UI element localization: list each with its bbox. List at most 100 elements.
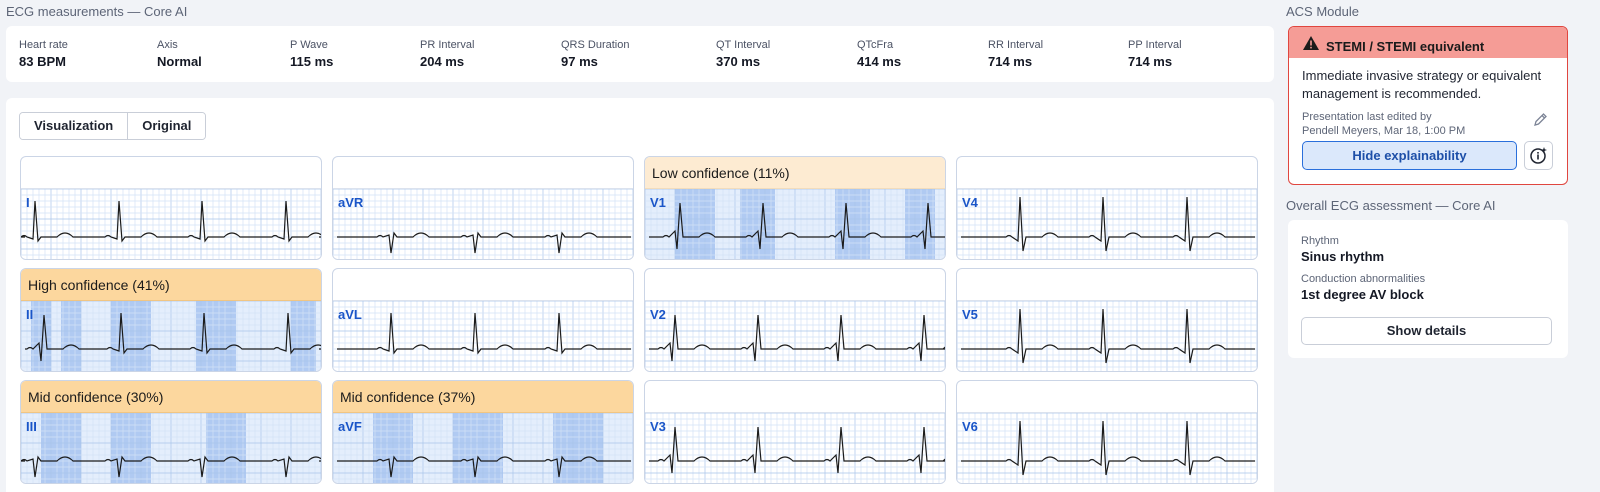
measurement-value: 414 ms	[857, 54, 902, 69]
ecg-trace-svg	[21, 413, 321, 483]
measurement-value: 370 ms	[716, 54, 761, 69]
attention-band	[905, 189, 935, 259]
measurement-pp-interval: PP Interval 714 ms	[1128, 39, 1182, 69]
measurements-title: ECG measurements — Core AI	[6, 4, 188, 19]
ecg-trace-svg	[333, 189, 633, 259]
confidence-header: Mid confidence (30%)	[21, 381, 321, 413]
rhythm-value: Sinus rhythm	[1301, 249, 1385, 264]
measurement-heart-rate: Heart rate 83 BPM	[19, 39, 68, 69]
ecg-trace-svg	[957, 189, 1257, 259]
ecg-trace-svg	[645, 189, 945, 259]
attention-band	[453, 413, 503, 483]
lead-panel-ii: High confidence (41%) II	[20, 268, 322, 372]
lead-label: V4	[962, 195, 978, 210]
measurement-value: 115 ms	[290, 54, 334, 69]
confidence-header	[957, 269, 1257, 301]
warning-triangle-icon	[1303, 35, 1319, 50]
overall-assessment-title: Overall ECG assessment — Core AI	[1286, 198, 1496, 213]
confidence-header	[333, 157, 633, 189]
lead-label: V1	[650, 195, 666, 210]
attention-band	[206, 413, 246, 483]
attention-band	[291, 301, 316, 371]
measurement-label: PR Interval	[420, 39, 475, 51]
acs-module-title: ACS Module	[1286, 4, 1359, 19]
measurement-label: QRS Duration	[561, 39, 630, 51]
ecg-trace-svg	[645, 301, 945, 371]
measurement-value: 714 ms	[988, 54, 1033, 69]
attention-band	[61, 301, 81, 371]
ecg-waveform	[649, 426, 945, 474]
measurement-qrs-duration: QRS Duration 97 ms	[561, 39, 629, 69]
lead-label: V2	[650, 307, 666, 322]
ecg-waveform	[649, 314, 945, 362]
measurement-pr-interval: PR Interval 204 ms	[420, 39, 474, 69]
measurement-label: P Wave	[290, 39, 328, 51]
confidence-header	[333, 269, 633, 301]
lead-panel-avf: Mid confidence (37%) aVF	[332, 380, 634, 484]
edited-info: Presentation last edited by Pendell Meye…	[1302, 110, 1553, 138]
attention-band	[740, 189, 775, 259]
ecg-trace-svg	[21, 189, 321, 259]
confidence-header: Mid confidence (37%)	[333, 381, 633, 413]
measurement-label: Heart rate	[19, 39, 68, 51]
edited-by: Pendell Meyers, Mar 18, 1:00 PM	[1302, 125, 1466, 137]
attention-band	[835, 189, 870, 259]
lead-label: V6	[962, 419, 978, 434]
confidence-header	[957, 157, 1257, 189]
ecg-waveform	[21, 200, 321, 243]
measurement-value: 204 ms	[420, 54, 465, 69]
lead-panel-v3: V3	[644, 380, 946, 484]
ecg-waveform	[21, 455, 321, 478]
info-sparkle-button[interactable]	[1524, 141, 1553, 170]
banner-text: STEMI / STEMI equivalent	[1326, 39, 1485, 54]
measurement-label: PP Interval	[1128, 39, 1182, 51]
ecg-trace-svg	[333, 301, 633, 371]
ecg-trace-svg	[333, 413, 633, 483]
measurement-p-wave: P Wave 115 ms	[290, 39, 333, 69]
lead-panel-v4: V4	[956, 156, 1258, 260]
measurement-label: QT Interval	[716, 39, 771, 51]
confidence-header: Low confidence (11%)	[645, 157, 945, 189]
pencil-icon[interactable]	[1533, 112, 1548, 130]
measurement-value: 97 ms	[561, 54, 598, 69]
measurement-qtcfra: QTcFra 414 ms	[857, 39, 901, 69]
measurement-value: 714 ms	[1128, 54, 1173, 69]
measurement-value: 83 BPM	[19, 54, 66, 69]
ecg-trace-svg	[645, 413, 945, 483]
ecg-waveform	[337, 312, 631, 355]
lead-label: aVR	[338, 195, 364, 210]
ecg-trace-svg	[21, 301, 321, 371]
lead-label: III	[26, 419, 37, 434]
rhythm-label: Rhythm	[1301, 235, 1339, 247]
lead-label: aVF	[338, 419, 362, 434]
ecg-trace-svg	[957, 413, 1257, 483]
ecg-trace-svg	[957, 301, 1257, 371]
lead-panel-v2: V2	[644, 268, 946, 372]
lead-panel-i: I	[20, 156, 322, 260]
show-details-button[interactable]: Show details	[1301, 317, 1552, 345]
lead-label: aVL	[338, 307, 362, 322]
edited-line: Presentation last edited by	[1302, 111, 1432, 123]
visualization-tab[interactable]: Visualization	[20, 113, 128, 139]
ecg-waveform	[961, 308, 1255, 364]
lead-label: V5	[962, 307, 978, 322]
confidence-header	[645, 269, 945, 301]
confidence-header: High confidence (41%)	[21, 269, 321, 301]
confidence-header	[957, 381, 1257, 413]
lead-label: II	[26, 307, 34, 322]
measurements-card: Heart rate 83 BPM Axis Normal P Wave 115…	[6, 26, 1274, 82]
lead-panel-avr: aVR	[332, 156, 634, 260]
lead-panel-v1: Low confidence (11%) V1	[644, 156, 946, 260]
view-toggle: Visualization Original	[19, 112, 207, 140]
ecg-waveform	[337, 231, 631, 254]
attention-band	[553, 413, 603, 483]
lead-panel-avl: aVL	[332, 268, 634, 372]
ecg-waveform	[961, 420, 1255, 476]
ecg-waveform	[961, 196, 1255, 252]
measurement-qt-interval: QT Interval 370 ms	[716, 39, 770, 69]
lead-label: V3	[650, 419, 666, 434]
ecg-waveform	[25, 312, 321, 362]
original-tab[interactable]: Original	[127, 113, 206, 139]
hide-explainability-button[interactable]: Hide explainability	[1302, 141, 1517, 170]
info-sparkle-icon	[1530, 147, 1547, 164]
